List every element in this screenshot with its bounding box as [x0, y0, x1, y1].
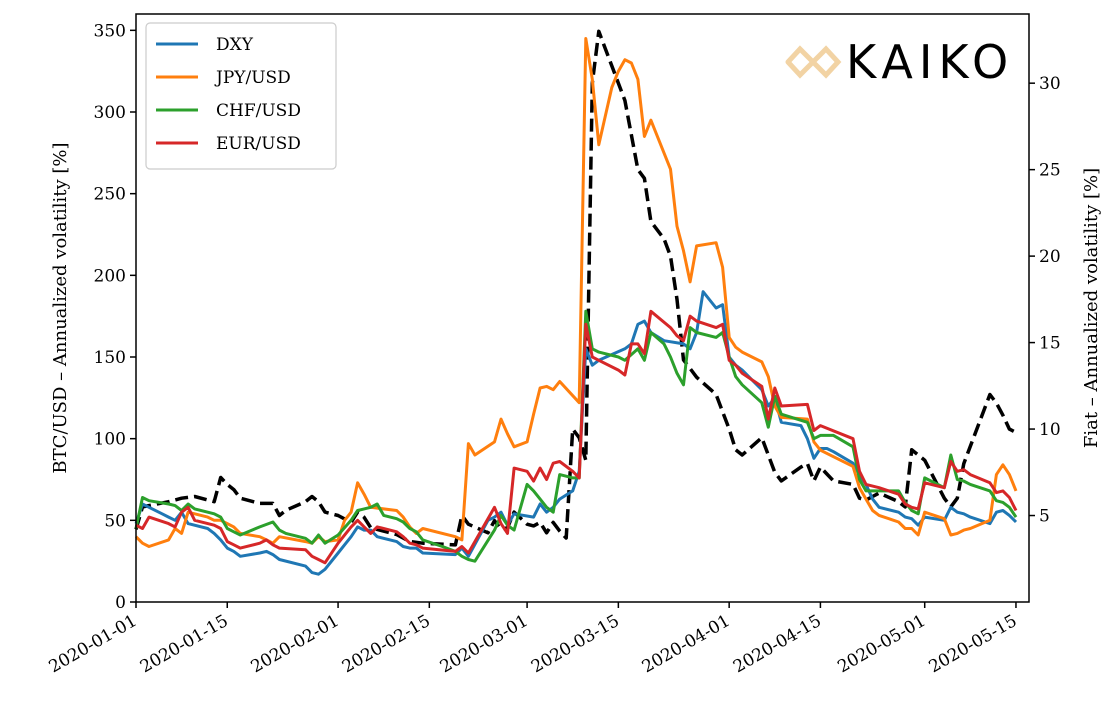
legend-label: DXY [216, 35, 254, 55]
legend-box [145, 22, 337, 170]
y-left-tick-label: 100 [94, 430, 126, 450]
y-right-axis-label: Fiat – Annualized volatility [%] [1081, 168, 1102, 448]
x-tick-label: 2020-02-15 [339, 611, 434, 677]
y-left-axis-label: BTC/USD – Annualized volatility [%] [50, 142, 71, 473]
y-left-tick-label: 50 [104, 511, 126, 531]
legend-label: EUR/USD [216, 134, 301, 154]
y-right-tick-label: 15 [1039, 334, 1061, 354]
x-tick-label: 2020-01-15 [137, 611, 232, 677]
y-left-tick-label: 0 [115, 593, 126, 613]
y-left-tick-label: 300 [94, 103, 126, 123]
y-left-tick-label: 350 [94, 21, 126, 41]
series-line-dashed [134, 29, 1017, 547]
y-left-tick-label: 150 [94, 348, 126, 368]
y-right-tick-label: 10 [1039, 420, 1061, 440]
series-line-chf-usd [134, 309, 1018, 563]
legend-label: CHF/USD [216, 101, 301, 121]
x-tick-label: 2020-01-01 [46, 611, 141, 677]
kaiko-watermark: KAIKO [785, 35, 1014, 89]
y-left-tick-label: 200 [94, 266, 126, 286]
x-tick-label: 2020-05-01 [834, 611, 929, 677]
y-right-tick-label: 30 [1039, 74, 1061, 94]
series-line-eur-usd [135, 309, 1018, 565]
watermark-text: KAIKO [846, 35, 1014, 89]
x-tick-label: 2020-03-01 [437, 611, 532, 677]
y-left-tick-label: 250 [94, 185, 126, 205]
y-right-tick-label: 5 [1039, 507, 1050, 527]
x-tick-label: 2020-04-01 [639, 611, 734, 677]
series-line-jpy-usd [134, 37, 1018, 548]
y-right-tick-label: 20 [1039, 247, 1061, 267]
legend-label: JPY/USD [214, 68, 291, 88]
x-tick-label: 2020-03-15 [528, 611, 623, 677]
x-tick-label: 2020-04-15 [730, 611, 825, 677]
x-tick-label: 2020-05-15 [926, 611, 1021, 677]
kaiko-logo-icon [785, 45, 842, 79]
y-right-tick-label: 25 [1039, 161, 1061, 181]
legend: DXY JPY/USD CHF/USD EUR/USD [145, 22, 337, 170]
x-tick-label: 2020-02-01 [248, 611, 343, 677]
plot-frame [135, 13, 1030, 603]
